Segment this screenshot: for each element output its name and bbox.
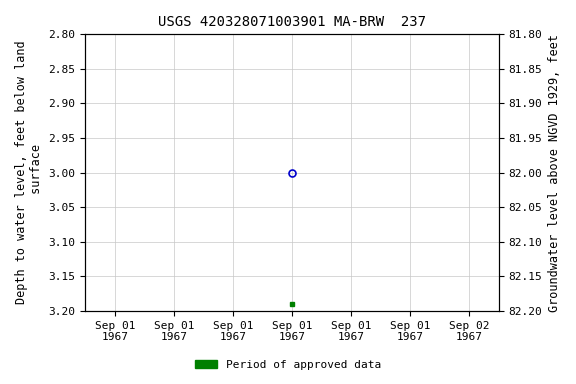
- Legend: Period of approved data: Period of approved data: [191, 356, 385, 375]
- Y-axis label: Depth to water level, feet below land
 surface: Depth to water level, feet below land su…: [15, 41, 43, 305]
- Title: USGS 420328071003901 MA-BRW  237: USGS 420328071003901 MA-BRW 237: [158, 15, 426, 29]
- Y-axis label: Groundwater level above NGVD 1929, feet: Groundwater level above NGVD 1929, feet: [548, 34, 561, 311]
